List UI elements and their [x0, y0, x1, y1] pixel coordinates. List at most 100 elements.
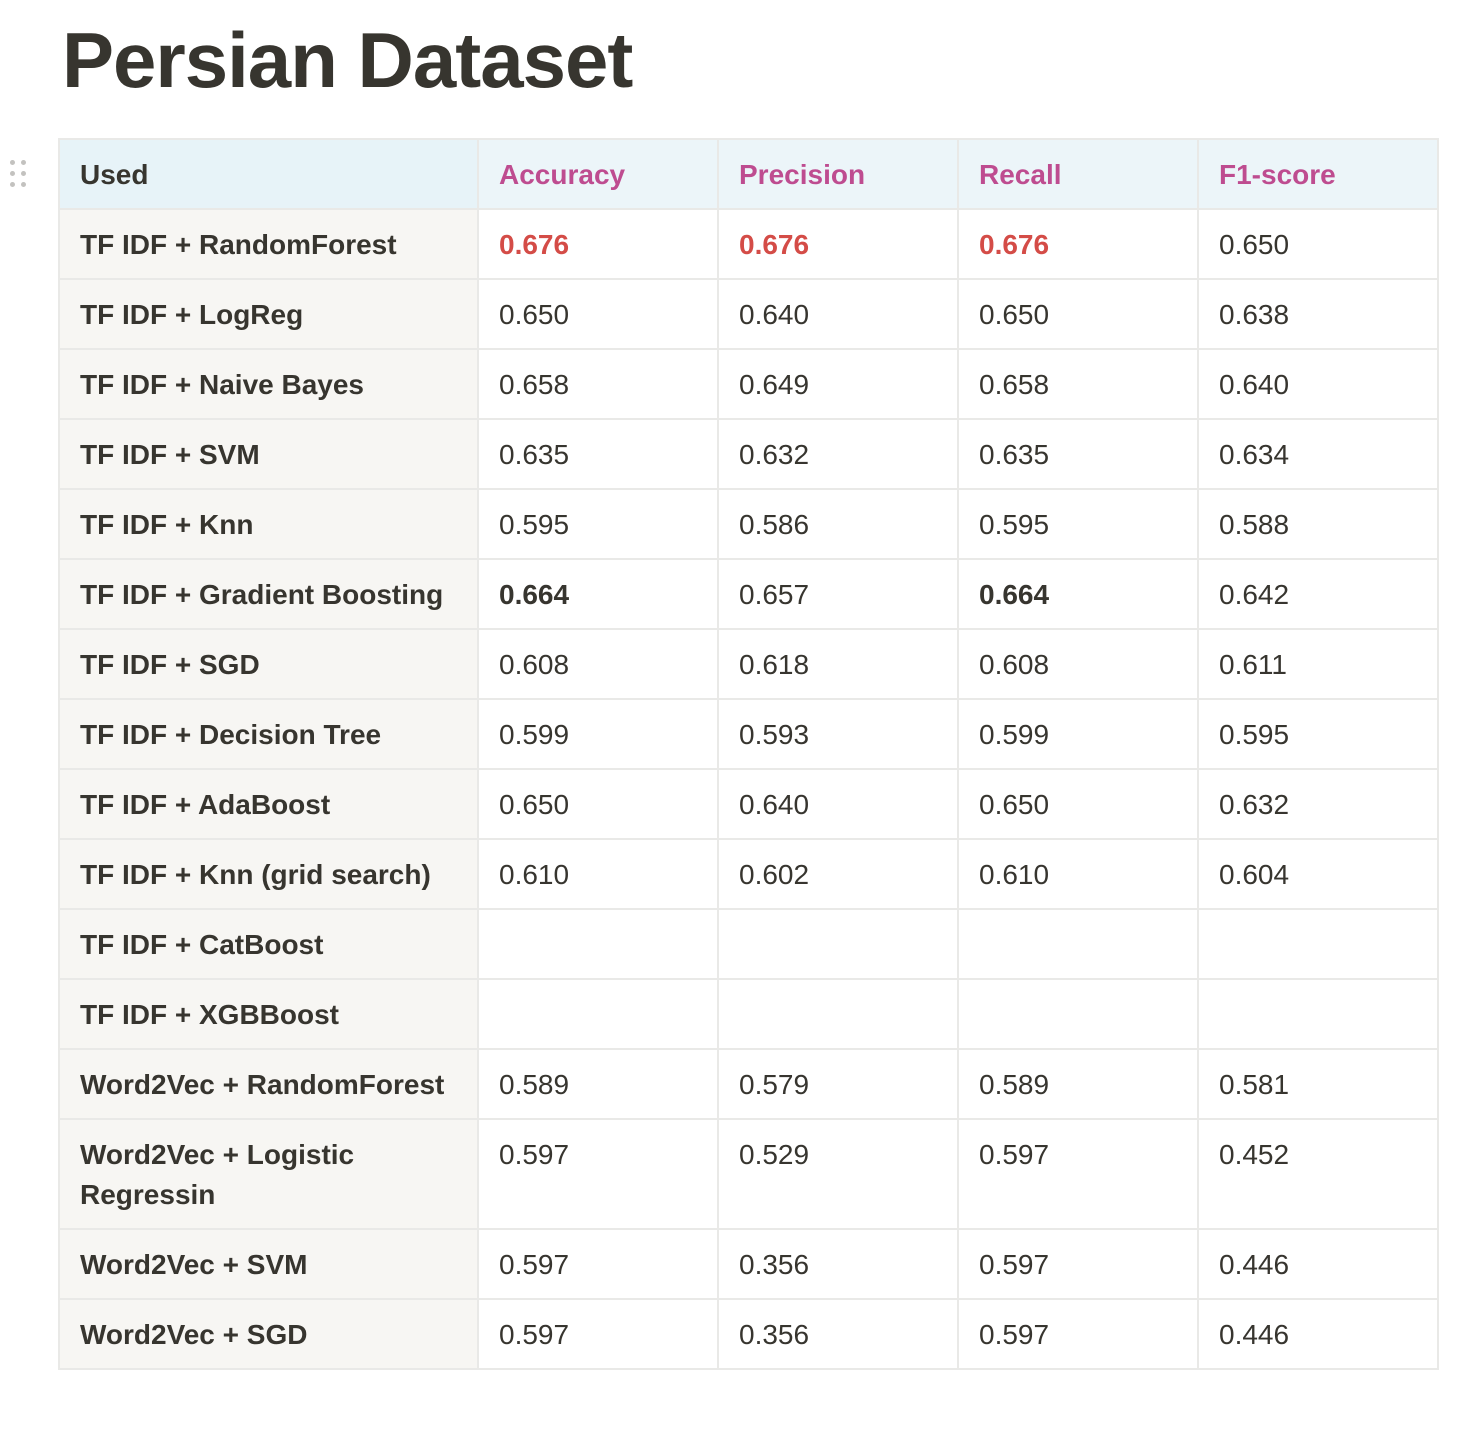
accuracy-cell[interactable]: 0.589: [477, 1048, 719, 1120]
used-cell[interactable]: Word2Vec + SVM: [58, 1228, 479, 1300]
precision-cell[interactable]: 0.640: [717, 768, 959, 840]
precision-cell[interactable]: 0.529: [717, 1118, 959, 1230]
f1-score-cell[interactable]: 0.632: [1197, 768, 1439, 840]
used-cell[interactable]: TF IDF + Decision Tree: [58, 698, 479, 770]
recall-cell[interactable]: 0.597: [957, 1118, 1199, 1230]
precision-cell[interactable]: 0.602: [717, 838, 959, 910]
accuracy-cell[interactable]: [477, 978, 719, 1050]
f1-score-cell[interactable]: 0.638: [1197, 278, 1439, 350]
f1-score-cell[interactable]: 0.595: [1197, 698, 1439, 770]
table-row: TF IDF + Knn (grid search) 0.610 0.602 0.61…: [58, 838, 1439, 910]
column-header-f1-score[interactable]: F1-score: [1197, 138, 1439, 210]
recall-cell[interactable]: 0.589: [957, 1048, 1199, 1120]
accuracy-cell[interactable]: 0.650: [477, 768, 719, 840]
recall-cell[interactable]: 0.635: [957, 418, 1199, 490]
table-row: TF IDF + Naive Bayes 0.658 0.649 0.658 0.640: [58, 348, 1439, 420]
precision-cell[interactable]: 0.586: [717, 488, 959, 560]
recall-cell[interactable]: 0.599: [957, 698, 1199, 770]
accuracy-cell[interactable]: 0.597: [477, 1118, 719, 1230]
f1-score-cell[interactable]: 0.446: [1197, 1298, 1439, 1370]
used-cell[interactable]: TF IDF + Knn (grid search): [58, 838, 479, 910]
f1-score-cell[interactable]: 0.611: [1197, 628, 1439, 700]
table-row: TF IDF + CatBoost: [58, 908, 1439, 980]
accuracy-cell[interactable]: 0.597: [477, 1298, 719, 1370]
used-cell[interactable]: TF IDF + XGBBoost: [58, 978, 479, 1050]
used-cell[interactable]: Word2Vec + Logistic Regressin: [58, 1118, 479, 1230]
precision-cell[interactable]: [717, 908, 959, 980]
precision-cell[interactable]: 0.649: [717, 348, 959, 420]
f1-score-cell[interactable]: 0.634: [1197, 418, 1439, 490]
recall-cell[interactable]: [957, 908, 1199, 980]
used-cell[interactable]: Word2Vec + RandomForest: [58, 1048, 479, 1120]
precision-cell[interactable]: 0.657: [717, 558, 959, 630]
accuracy-cell[interactable]: 0.664: [477, 558, 719, 630]
accuracy-cell[interactable]: 0.599: [477, 698, 719, 770]
precision-cell[interactable]: 0.618: [717, 628, 959, 700]
f1-score-cell[interactable]: 0.588: [1197, 488, 1439, 560]
recall-cell[interactable]: 0.610: [957, 838, 1199, 910]
column-header-used[interactable]: Used: [58, 138, 479, 210]
drag-handle-icon[interactable]: [10, 160, 30, 190]
precision-cell[interactable]: 0.579: [717, 1048, 959, 1120]
accuracy-cell[interactable]: 0.658: [477, 348, 719, 420]
recall-cell[interactable]: 0.676: [957, 208, 1199, 280]
precision-cell[interactable]: 0.593: [717, 698, 959, 770]
accuracy-cell[interactable]: 0.676: [477, 208, 719, 280]
used-cell[interactable]: TF IDF + Gradient Boosting: [58, 558, 479, 630]
used-cell[interactable]: TF IDF + SVM: [58, 418, 479, 490]
table-row: TF IDF + SGD 0.608 0.618 0.608 0.611: [58, 628, 1439, 700]
used-cell[interactable]: TF IDF + RandomForest: [58, 208, 479, 280]
accuracy-cell[interactable]: [477, 908, 719, 980]
accuracy-cell[interactable]: 0.650: [477, 278, 719, 350]
accuracy-cell[interactable]: 0.595: [477, 488, 719, 560]
f1-score-cell[interactable]: 0.452: [1197, 1118, 1439, 1230]
recall-cell[interactable]: 0.650: [957, 768, 1199, 840]
f1-score-cell[interactable]: 0.581: [1197, 1048, 1439, 1120]
f1-score-cell[interactable]: 0.640: [1197, 348, 1439, 420]
used-cell[interactable]: TF IDF + AdaBoost: [58, 768, 479, 840]
precision-cell[interactable]: 0.356: [717, 1228, 959, 1300]
recall-cell[interactable]: 0.658: [957, 348, 1199, 420]
recall-cell[interactable]: [957, 978, 1199, 1050]
table-row: TF IDF + SVM 0.635 0.632 0.635 0.634: [58, 418, 1439, 490]
accuracy-cell[interactable]: 0.597: [477, 1228, 719, 1300]
table-body: TF IDF + RandomForest 0.676 0.676 0.676 0.65…: [58, 208, 1439, 1370]
f1-score-cell[interactable]: [1197, 908, 1439, 980]
used-cell[interactable]: TF IDF + Knn: [58, 488, 479, 560]
accuracy-cell[interactable]: 0.610: [477, 838, 719, 910]
used-cell[interactable]: TF IDF + Naive Bayes: [58, 348, 479, 420]
recall-cell[interactable]: 0.597: [957, 1298, 1199, 1370]
table-header-row: Used Accuracy Precision Recall F1-score: [58, 138, 1439, 210]
column-header-accuracy[interactable]: Accuracy: [477, 138, 719, 210]
table-row: Word2Vec + SGD 0.597 0.356 0.597 0.446: [58, 1298, 1439, 1370]
accuracy-cell[interactable]: 0.608: [477, 628, 719, 700]
precision-cell[interactable]: 0.632: [717, 418, 959, 490]
table-row: TF IDF + AdaBoost 0.650 0.640 0.650 0.632: [58, 768, 1439, 840]
precision-cell[interactable]: 0.676: [717, 208, 959, 280]
recall-cell[interactable]: 0.595: [957, 488, 1199, 560]
used-cell[interactable]: TF IDF + SGD: [58, 628, 479, 700]
f1-score-cell[interactable]: 0.642: [1197, 558, 1439, 630]
recall-cell[interactable]: 0.664: [957, 558, 1199, 630]
table-row: TF IDF + Gradient Boosting 0.664 0.657 0.66…: [58, 558, 1439, 630]
column-header-precision[interactable]: Precision: [717, 138, 959, 210]
recall-cell[interactable]: 0.608: [957, 628, 1199, 700]
accuracy-cell[interactable]: 0.635: [477, 418, 719, 490]
column-header-recall[interactable]: Recall: [957, 138, 1199, 210]
recall-cell[interactable]: 0.650: [957, 278, 1199, 350]
table-row: TF IDF + Knn 0.595 0.586 0.595 0.588: [58, 488, 1439, 560]
precision-cell[interactable]: 0.640: [717, 278, 959, 350]
used-cell[interactable]: TF IDF + LogReg: [58, 278, 479, 350]
precision-cell[interactable]: [717, 978, 959, 1050]
table-row: Word2Vec + Logistic Regressin 0.597 0.529 0…: [58, 1118, 1439, 1230]
used-cell[interactable]: TF IDF + CatBoost: [58, 908, 479, 980]
f1-score-cell[interactable]: 0.604: [1197, 838, 1439, 910]
f1-score-cell[interactable]: 0.446: [1197, 1228, 1439, 1300]
precision-cell[interactable]: 0.356: [717, 1298, 959, 1370]
table-row: TF IDF + XGBBoost: [58, 978, 1439, 1050]
page-title: Persian Dataset: [62, 16, 633, 104]
f1-score-cell[interactable]: [1197, 978, 1439, 1050]
f1-score-cell[interactable]: 0.650: [1197, 208, 1439, 280]
recall-cell[interactable]: 0.597: [957, 1228, 1199, 1300]
used-cell[interactable]: Word2Vec + SGD: [58, 1298, 479, 1370]
